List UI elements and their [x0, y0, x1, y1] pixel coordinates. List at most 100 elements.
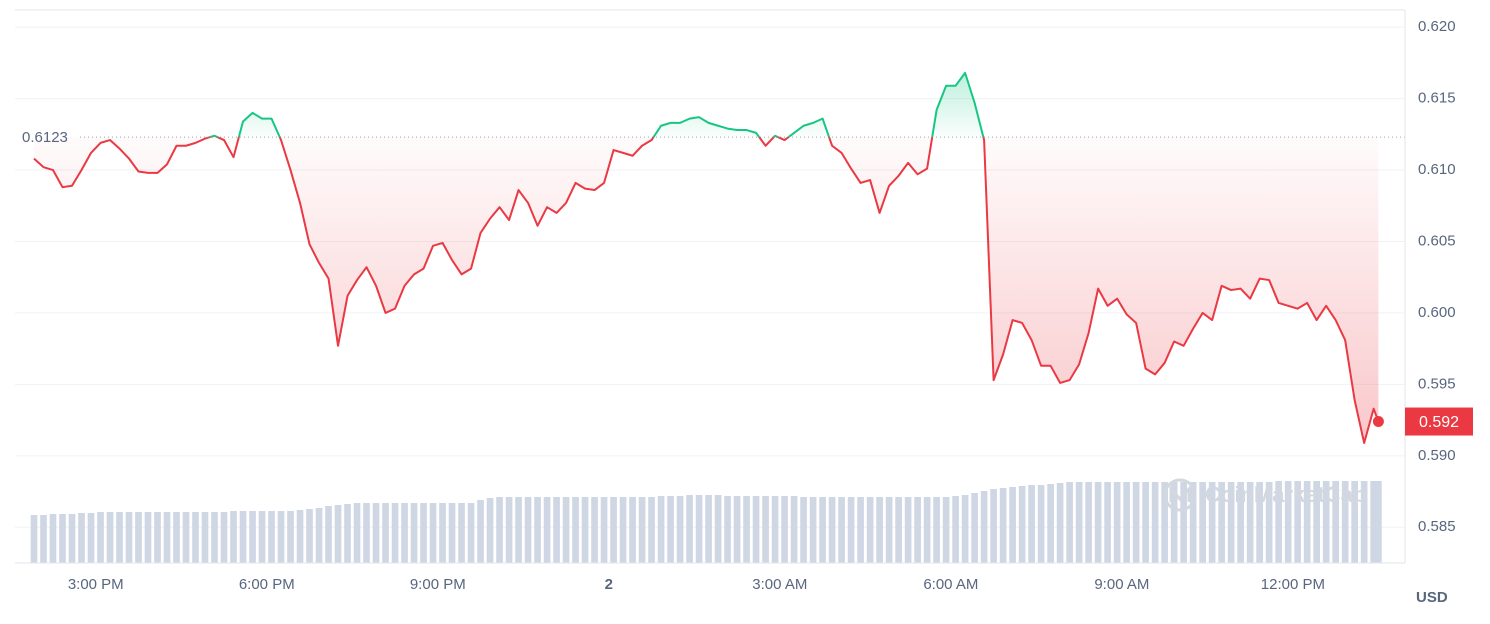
y-tick-label: 0.600 [1418, 304, 1456, 321]
volume-bar [524, 497, 532, 563]
volume-bar [1322, 481, 1330, 563]
volume-bar [135, 512, 142, 563]
volume-bar [239, 511, 247, 563]
volume-bar [106, 512, 114, 563]
volume-bar [771, 496, 779, 563]
volume-bar [40, 515, 47, 563]
volume-bar [1275, 481, 1282, 563]
volume-bar [315, 508, 323, 563]
volume-bar [543, 497, 551, 563]
volume-bar [1284, 481, 1292, 563]
y-tick-label: 0.615 [1418, 90, 1456, 107]
price-line-down [33, 137, 1380, 444]
volume-bar [401, 503, 408, 563]
volume-bar [923, 497, 931, 563]
volume-bar [942, 497, 950, 563]
volume-bar [154, 512, 161, 563]
volume-bar [258, 511, 266, 563]
currency-label: USD [1416, 589, 1448, 606]
volume-bar [1180, 482, 1187, 563]
volume-bar [1341, 481, 1349, 563]
y-tick-label: 0.620 [1418, 18, 1456, 35]
volume-bar [201, 512, 209, 563]
volume-bar [610, 497, 617, 563]
volume-bar [1123, 482, 1130, 563]
volume-bar [1256, 482, 1263, 563]
volume-bar [1360, 481, 1368, 563]
volume-bar [334, 505, 342, 563]
volume-bar [249, 511, 256, 563]
volume-bar [800, 497, 807, 563]
volume-bar [420, 503, 427, 563]
volume-bar [30, 515, 38, 563]
volume-bar [372, 503, 380, 563]
watermark-logo [1163, 478, 1197, 512]
volume-bar [838, 497, 845, 563]
volume-bar [895, 497, 902, 563]
volume-bar [344, 504, 351, 563]
volume-bar [163, 512, 171, 563]
volume-bar [515, 497, 522, 563]
watermark-text: CoinMarketCap [1205, 482, 1366, 507]
y-tick-label: 0.595 [1418, 375, 1456, 392]
volume-bar [733, 496, 741, 563]
volume-bar [496, 497, 503, 563]
volume-bar [1113, 482, 1121, 563]
volume-bar [1370, 481, 1377, 563]
volume-bar [1218, 482, 1225, 563]
volume-bar [1151, 482, 1159, 563]
volume-bar [1303, 481, 1311, 563]
volume-bar [448, 503, 456, 563]
volume-bar [439, 503, 446, 563]
x-tick-label: 3:00 AM [752, 576, 807, 593]
volume-bar [68, 514, 76, 563]
volume-bar [1237, 482, 1244, 563]
volume-bar [116, 512, 123, 563]
volume-bar [809, 497, 817, 563]
volume-bar [534, 497, 541, 563]
volume-bar [657, 496, 665, 563]
volume-bar [1170, 482, 1178, 563]
volume-bar [971, 493, 978, 563]
volume-bar [268, 511, 275, 563]
volume-bar [999, 488, 1007, 563]
volume-bar [952, 496, 959, 563]
volume-bar [648, 497, 655, 563]
volume-bar [192, 512, 199, 563]
volume-bar [125, 512, 133, 563]
volume-bar [591, 497, 598, 563]
volume-bar [1294, 481, 1301, 563]
volume-bar [1028, 485, 1035, 563]
volume-bar [1375, 481, 1382, 563]
last-point [1372, 416, 1384, 428]
volume-bar [382, 503, 389, 563]
volume-bar [1066, 482, 1073, 563]
area-layer [34, 72, 1379, 443]
volume-bar [885, 497, 893, 563]
volume-bar [1094, 482, 1102, 563]
volume-bar [1132, 482, 1140, 563]
volume-bar [619, 497, 627, 563]
volume-bar [638, 497, 646, 563]
volume-bar [1056, 483, 1064, 563]
x-tick-label: 2 [605, 576, 613, 593]
baseline-label: 0.6123 [22, 129, 68, 146]
volume-bar [914, 497, 921, 563]
volume-bar [49, 514, 57, 563]
volume-bar [714, 495, 722, 563]
volume-bar [211, 512, 218, 563]
y-tick-label: 0.605 [1418, 232, 1456, 249]
volume-bar [980, 491, 988, 563]
line-layer: 0.6123 [22, 71, 1405, 444]
volume-bar [363, 503, 370, 563]
volume-bar [866, 497, 874, 563]
volume-bar [828, 497, 836, 563]
y-tick-label: 0.610 [1418, 161, 1456, 178]
volume-bar [819, 497, 826, 563]
volume-bar [287, 511, 294, 563]
volume-bar [724, 496, 731, 563]
volume-bar [182, 512, 190, 563]
volume-bar [144, 512, 152, 563]
